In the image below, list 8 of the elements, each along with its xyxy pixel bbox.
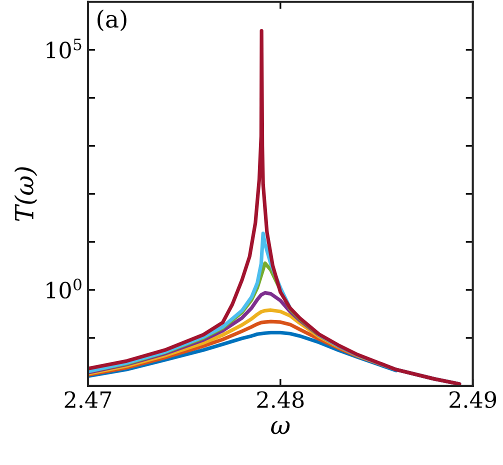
y-axis-title: T(ω)	[14, 167, 38, 222]
x-axis-title: ω	[271, 421, 290, 434]
y-tick-label: 10$^{5}$	[46, 38, 82, 58]
annotation: (a)	[98, 10, 126, 32]
x-tick-label: 2.49	[450, 391, 496, 408]
x-tick-label: 2.48	[257, 391, 304, 408]
x-tick-label: 2.47	[64, 391, 112, 408]
y-tick-label: 10$^{0}$	[46, 278, 82, 299]
